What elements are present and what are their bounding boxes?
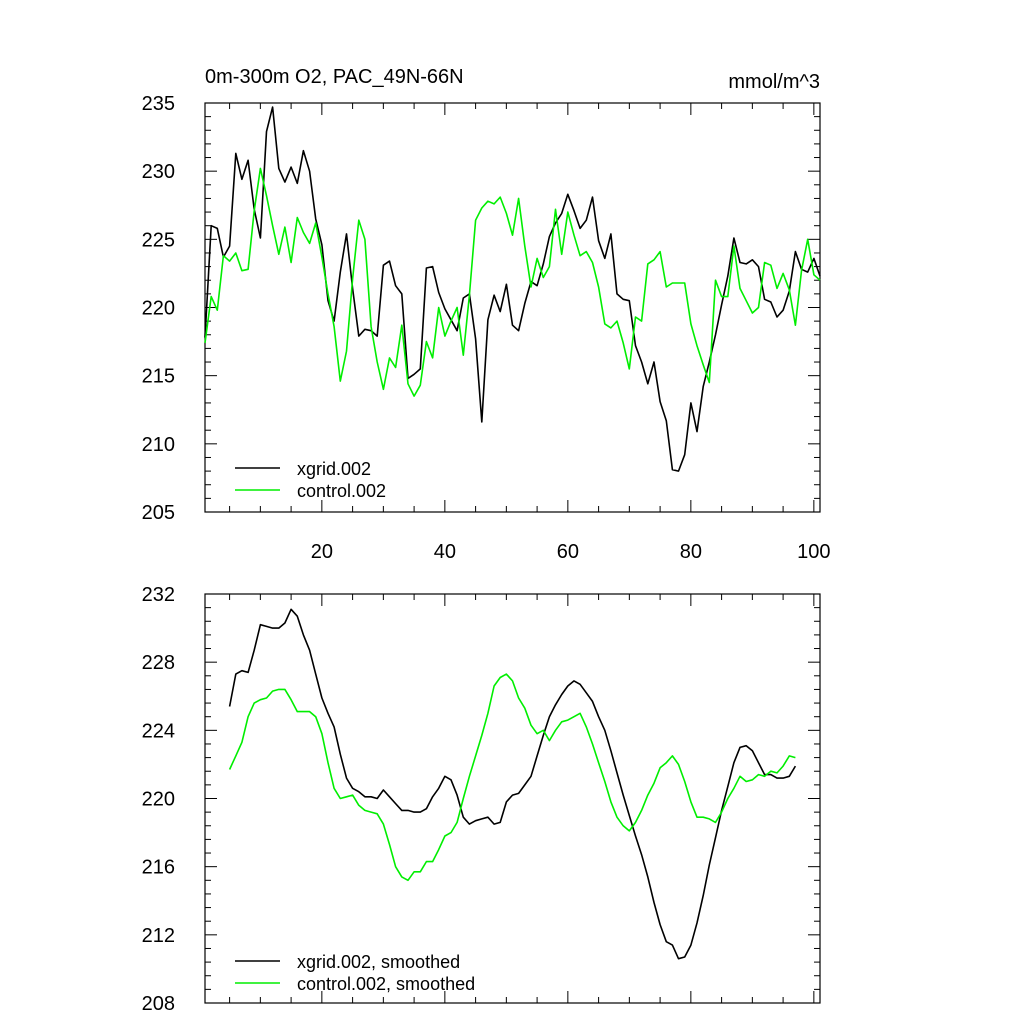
x-tick-label: 40 <box>434 541 456 563</box>
y-tick-label: 208 <box>142 993 175 1015</box>
y-tick-label: 225 <box>142 229 175 251</box>
series-line-control <box>204 167 821 397</box>
legend-label: control.002, smoothed <box>297 974 475 994</box>
plot-frame <box>204 102 821 513</box>
y-tick-label: 220 <box>142 789 175 811</box>
y-tick-label: 220 <box>142 298 175 320</box>
legend-label: xgrid.002, smoothed <box>297 952 460 972</box>
series-line-xgrid <box>204 106 821 472</box>
y-tick-label: 235 <box>142 93 175 115</box>
chart-panel-2: 208 212 216 220 224 228 232 xgrid.002, smoothed… <box>142 584 821 1015</box>
x-tick-label: 80 <box>680 541 702 563</box>
x-tick-label: 60 <box>557 541 579 563</box>
y-tick-label: 232 <box>142 584 175 606</box>
y-tick-label: 230 <box>142 161 175 183</box>
chart-panel-1: 205 210 215 220 225 230 235 20 40 60 80 100 0m-300m … <box>142 66 831 563</box>
x-tick-label: 20 <box>311 541 333 563</box>
chart-title: 0m-300m O2, PAC_49N-66N <box>205 66 464 88</box>
y-tick-label: 215 <box>142 366 175 388</box>
y-tick-label: 210 <box>142 434 175 456</box>
y-tick-label: 228 <box>142 652 175 674</box>
y-tick-label: 212 <box>142 925 175 947</box>
y-tick-label: 216 <box>142 857 175 879</box>
x-tick-label: 100 <box>797 541 830 563</box>
series-line-xgrid <box>228 608 797 960</box>
legend-label: xgrid.002 <box>297 459 371 479</box>
y-tick-label: 205 <box>142 502 175 524</box>
y-tick-label: 224 <box>142 720 175 742</box>
series-line-control <box>228 673 796 882</box>
legend-label: control.002 <box>297 481 386 501</box>
units-label: mmol/m^3 <box>728 71 820 93</box>
